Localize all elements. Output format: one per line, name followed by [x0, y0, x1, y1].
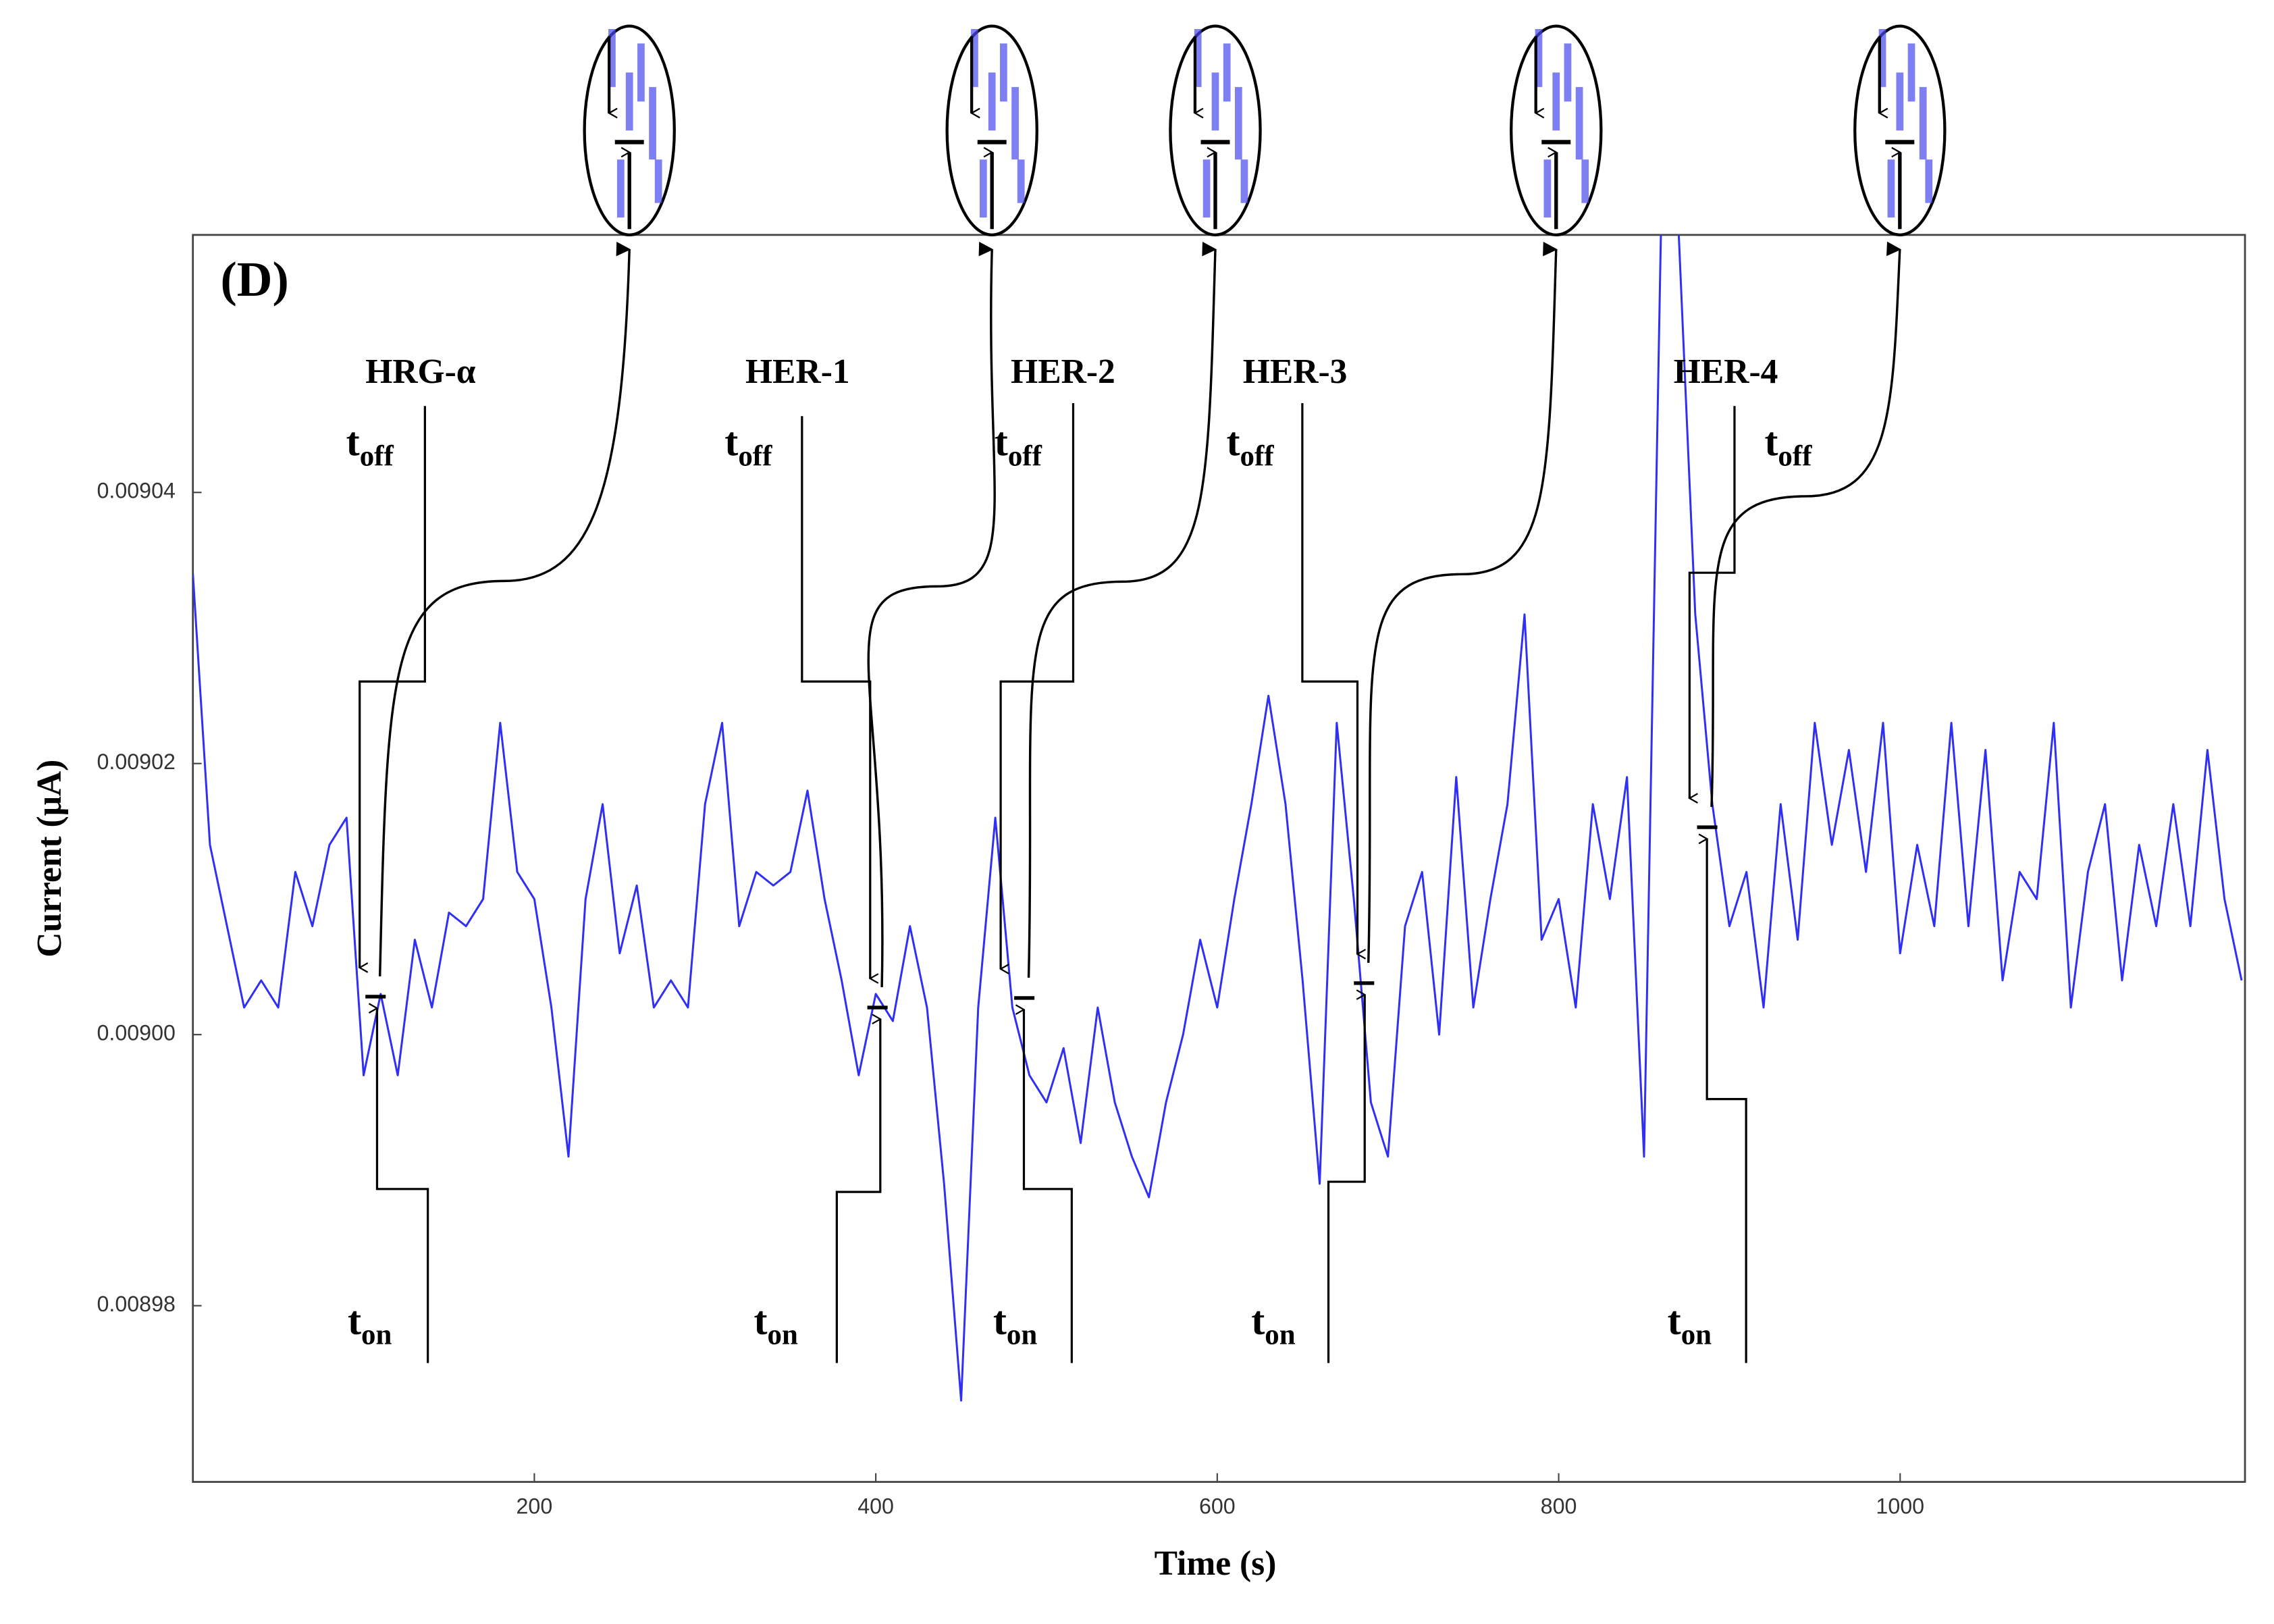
plot-frame [192, 234, 2246, 1483]
time-symbol: t [346, 419, 360, 465]
y-axis-label: Current (μA) [30, 760, 69, 958]
time-label: ton [993, 1299, 1038, 1351]
y-tick-label: 0.00902 [97, 750, 175, 774]
on-bracket [835, 1019, 880, 1363]
time-symbol: t [995, 419, 1008, 465]
time-label: toff [995, 419, 1042, 472]
off-bracket [360, 406, 426, 968]
on-bracket [1707, 839, 1747, 1363]
time-label: ton [1668, 1299, 1712, 1351]
x-tick-label: 1000 [1876, 1494, 1924, 1519]
x-tick-label: 400 [857, 1494, 894, 1519]
x-tick-label: 800 [1541, 1494, 1577, 1519]
time-subscript: off [1240, 440, 1275, 472]
time-label: toff [346, 419, 394, 472]
zoom-curve [378, 242, 631, 976]
x-tick-label: 200 [517, 1494, 553, 1519]
time-label: ton [1251, 1299, 1296, 1351]
time-symbol: t [753, 1299, 767, 1344]
time-label: toff [1226, 419, 1274, 472]
time-label: toff [724, 419, 772, 472]
zoom-curve [1367, 242, 1558, 963]
time-symbol: t [1668, 1299, 1681, 1344]
time-symbol: t [1764, 419, 1778, 465]
time-subscript: on [1265, 1319, 1295, 1351]
event-label: HER-4 [1674, 352, 1778, 391]
time-subscript: on [1007, 1319, 1037, 1351]
time-subscript: on [767, 1319, 797, 1351]
zoom-curve [1710, 241, 1901, 808]
event-label: HER-3 [1243, 352, 1348, 391]
off-bracket [1301, 402, 1358, 954]
time-symbol: t [1251, 1299, 1265, 1344]
data-line [192, 234, 2243, 1402]
time-symbol: t [993, 1299, 1007, 1344]
time-subscript: off [360, 440, 394, 472]
time-subscript: on [361, 1319, 392, 1351]
time-subscript: off [1778, 440, 1812, 472]
time-subscript: on [1681, 1319, 1712, 1351]
time-symbol: t [1226, 419, 1240, 465]
event-label: HRG-α [365, 352, 476, 391]
y-tick-label: 0.00900 [97, 1021, 175, 1045]
event-label: HER-2 [1011, 352, 1115, 391]
off-bracket [801, 416, 870, 978]
time-symbol: t [724, 419, 738, 465]
zoom-curve [867, 242, 996, 987]
on-bracket [1327, 995, 1365, 1363]
time-symbol: t [348, 1299, 361, 1344]
y-tick-label: 0.00898 [97, 1292, 175, 1316]
time-subscript: off [1008, 440, 1042, 472]
time-subscript: off [738, 440, 772, 472]
zoom-curve [1027, 242, 1217, 978]
y-tick-label: 0.00904 [97, 479, 175, 503]
chart-title: (D) [220, 252, 288, 307]
off-bracket [1001, 402, 1075, 969]
off-bracket [1689, 406, 1736, 798]
time-label: ton [753, 1299, 798, 1351]
time-label: toff [1764, 419, 1812, 472]
event-label: HER-1 [745, 352, 850, 391]
x-axis-label: Time (s) [1155, 1544, 1277, 1583]
on-bracket [1024, 1010, 1073, 1363]
time-label: ton [348, 1299, 392, 1351]
x-tick-label: 600 [1199, 1494, 1236, 1519]
on-bracket [377, 1008, 429, 1363]
